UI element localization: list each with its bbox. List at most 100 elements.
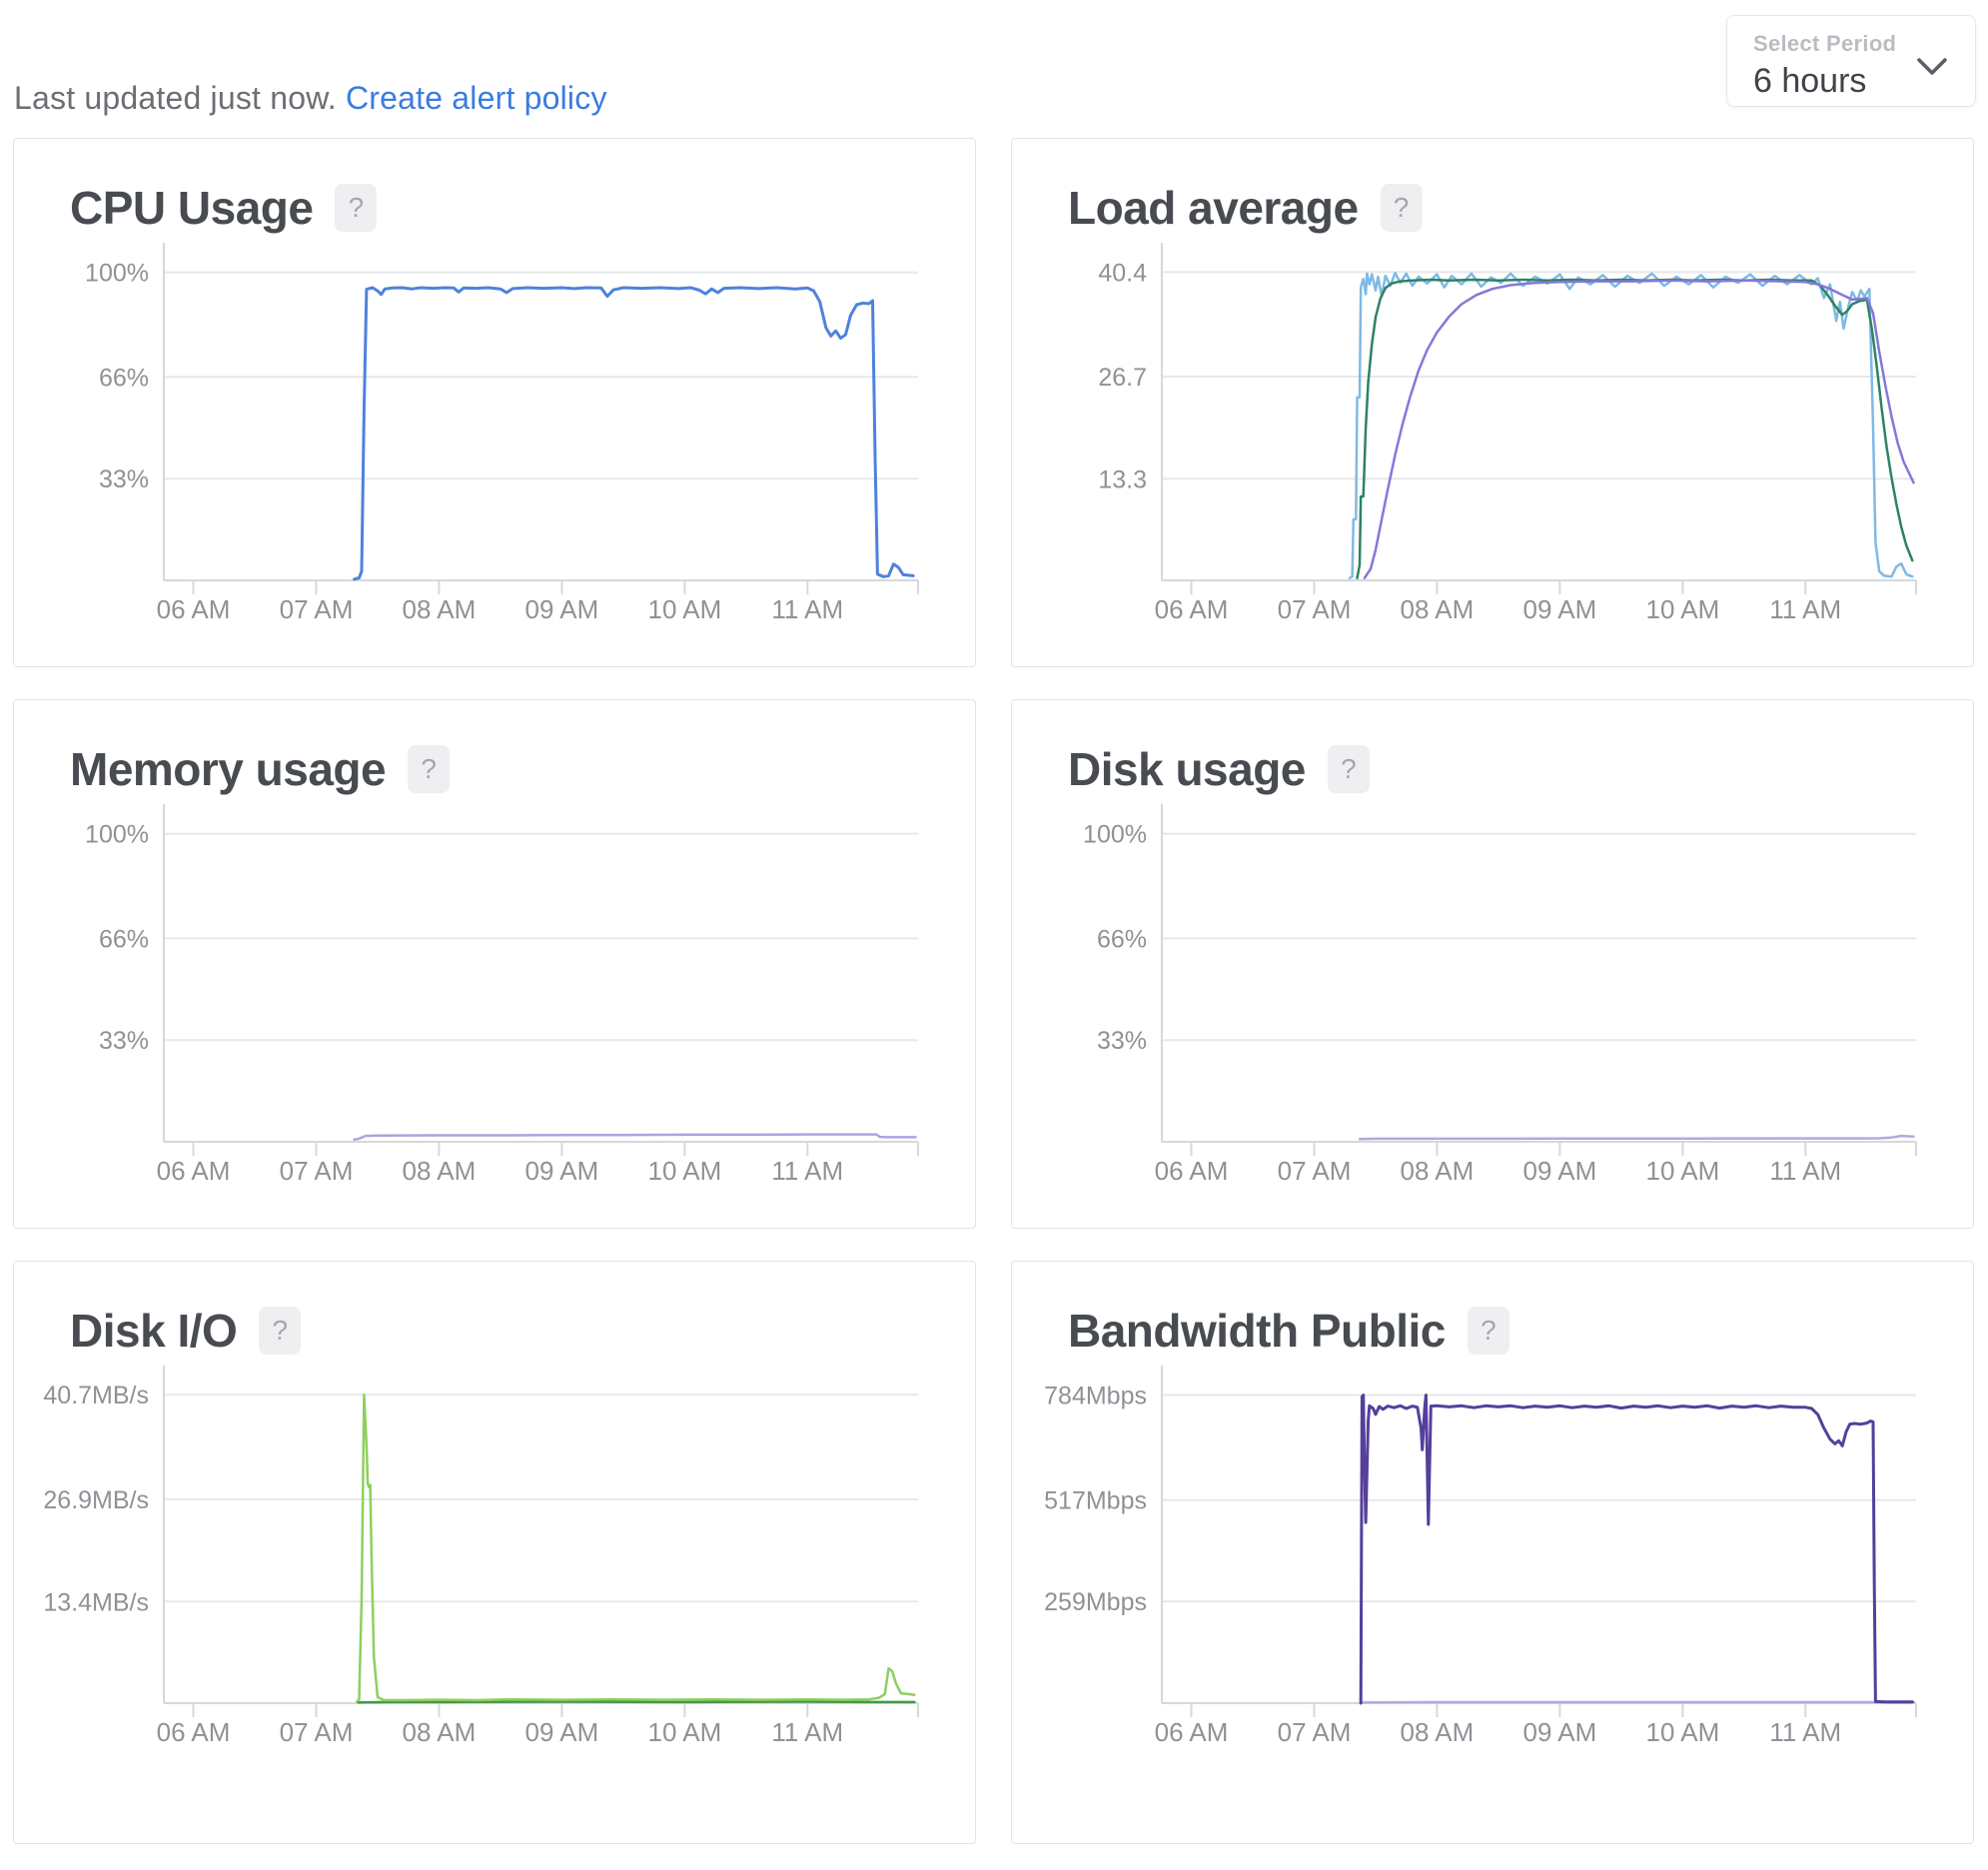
- bandwidth-public-panel: Bandwidth Public ? 784Mbps 517Mbps 259Mbps…: [1011, 1261, 1974, 1844]
- top-bar: Last updated just now. Create alert poli…: [0, 0, 1988, 138]
- load-average-title: Load average: [1068, 182, 1359, 234]
- disk-usage-chart: 100% 66% 33% 06 AM 07 AM 08 AM 09 AM 10 AM 11 AM: [1012, 792, 1973, 1197]
- bandwidth-public-title: Bandwidth Public: [1068, 1305, 1446, 1357]
- charts-grid: CPU Usage ? 100% 66% 33% 06 AM 07 AM 08 AM 09 …: [0, 138, 1988, 1844]
- svg-text:13.3: 13.3: [1098, 466, 1147, 493]
- svg-text:08 AM: 08 AM: [403, 1717, 477, 1747]
- load-5min-line: [1356, 278, 1914, 579]
- disk-percent-line: [1358, 1134, 1915, 1141]
- svg-text:13.4MB/s: 13.4MB/s: [43, 1588, 149, 1616]
- period-selector-value: 6 hours: [1753, 62, 1867, 100]
- svg-text:26.9MB/s: 26.9MB/s: [43, 1486, 149, 1514]
- period-selector[interactable]: Select Period 6 hours: [1726, 15, 1976, 107]
- svg-text:06 AM: 06 AM: [157, 1717, 231, 1747]
- last-updated-label: Last updated just now.: [14, 80, 337, 116]
- svg-text:11 AM: 11 AM: [771, 1717, 843, 1747]
- svg-text:10 AM: 10 AM: [1646, 1156, 1720, 1186]
- svg-text:66%: 66%: [99, 364, 149, 392]
- svg-text:07 AM: 07 AM: [1278, 594, 1352, 624]
- svg-text:11 AM: 11 AM: [1769, 1717, 1841, 1747]
- disk-write-line: [355, 1393, 916, 1703]
- help-icon[interactable]: ?: [1380, 184, 1423, 232]
- bandwidth-public-chart: 784Mbps 517Mbps 259Mbps 06 AM 07 AM 08 AM 09 A…: [1012, 1354, 1973, 1758]
- svg-text:08 AM: 08 AM: [1401, 1156, 1475, 1186]
- create-alert-policy-link[interactable]: Create alert policy: [345, 80, 607, 116]
- svg-text:09 AM: 09 AM: [1523, 594, 1597, 624]
- memory-usage-title: Memory usage: [70, 743, 387, 795]
- bandwidth-outbound-line: [1359, 1394, 1914, 1705]
- memory-usage-chart: 100% 66% 33% 06 AM 07 AM 08 AM 09 AM 10 AM 11 AM: [14, 792, 975, 1197]
- svg-text:517Mbps: 517Mbps: [1044, 1487, 1147, 1515]
- cpu-usage-plot: 100% 66% 33% 06 AM 07 AM 08 AM 09 AM 10 AM 11 AM: [85, 243, 919, 624]
- svg-text:09 AM: 09 AM: [525, 594, 599, 624]
- svg-text:09 AM: 09 AM: [1523, 1717, 1597, 1747]
- cpu-usage-chart: 100% 66% 33% 06 AM 07 AM 08 AM 09 AM 10 AM 11 AM: [14, 231, 975, 635]
- svg-text:11 AM: 11 AM: [1769, 1156, 1841, 1186]
- cpu-usage-panel: CPU Usage ? 100% 66% 33% 06 AM 07 AM 08 AM 09 …: [13, 138, 976, 667]
- disk-usage-panel: Disk usage ? 100% 66% 33% 06 AM 07 AM 08 AM 09…: [1011, 699, 1974, 1229]
- svg-text:26.7: 26.7: [1098, 364, 1147, 392]
- svg-text:07 AM: 07 AM: [280, 1717, 354, 1747]
- svg-text:08 AM: 08 AM: [403, 1156, 477, 1186]
- help-icon[interactable]: ?: [408, 745, 451, 793]
- svg-text:10 AM: 10 AM: [648, 1156, 722, 1186]
- help-icon[interactable]: ?: [1467, 1307, 1509, 1355]
- cpu-usage-title: CPU Usage: [70, 182, 314, 234]
- svg-text:07 AM: 07 AM: [280, 594, 354, 624]
- svg-text:784Mbps: 784Mbps: [1044, 1383, 1147, 1410]
- memory-usage-plot: 100% 66% 33% 06 AM 07 AM 08 AM 09 AM 10 AM 11 AM: [85, 804, 919, 1186]
- svg-text:66%: 66%: [99, 925, 149, 953]
- svg-text:06 AM: 06 AM: [157, 1156, 231, 1186]
- svg-text:09 AM: 09 AM: [1523, 1156, 1597, 1186]
- svg-text:06 AM: 06 AM: [1155, 1156, 1229, 1186]
- disk-io-chart: 40.7MB/s 26.9MB/s 13.4MB/s 06 AM 07 AM 08 AM 0…: [14, 1354, 975, 1758]
- svg-text:07 AM: 07 AM: [280, 1156, 354, 1186]
- svg-text:06 AM: 06 AM: [157, 594, 231, 624]
- svg-text:10 AM: 10 AM: [648, 594, 722, 624]
- svg-text:33%: 33%: [99, 1027, 149, 1055]
- svg-text:11 AM: 11 AM: [1769, 594, 1841, 624]
- svg-text:07 AM: 07 AM: [1278, 1717, 1352, 1747]
- svg-text:100%: 100%: [85, 821, 149, 849]
- svg-text:10 AM: 10 AM: [648, 1717, 722, 1747]
- svg-text:08 AM: 08 AM: [1401, 1717, 1475, 1747]
- load-1min-line: [1348, 271, 1914, 579]
- svg-text:11 AM: 11 AM: [771, 1156, 843, 1186]
- svg-text:100%: 100%: [85, 260, 149, 288]
- svg-text:08 AM: 08 AM: [403, 594, 477, 624]
- load-average-panel: Load average ? 40.4 26.7 13.3 06 AM 07 AM 08 …: [1011, 138, 1974, 667]
- disk-usage-plot: 100% 66% 33% 06 AM 07 AM 08 AM 09 AM 10 AM 11 AM: [1083, 804, 1917, 1186]
- chevron-down-icon: [1917, 58, 1947, 75]
- svg-text:11 AM: 11 AM: [771, 594, 843, 624]
- disk-read-line: [357, 1700, 916, 1704]
- help-icon[interactable]: ?: [335, 184, 378, 232]
- load-15min-line: [1363, 279, 1915, 579]
- disk-io-plot: 40.7MB/s 26.9MB/s 13.4MB/s 06 AM 07 AM 08 AM 0…: [43, 1366, 919, 1747]
- disk-usage-title: Disk usage: [1068, 743, 1306, 795]
- svg-text:100%: 100%: [1083, 821, 1147, 849]
- load-average-plot: 40.4 26.7 13.3 06 AM 07 AM 08 AM 09 AM 10 AM 11 …: [1098, 243, 1917, 624]
- svg-text:07 AM: 07 AM: [1278, 1156, 1352, 1186]
- load-average-chart: 40.4 26.7 13.3 06 AM 07 AM 08 AM 09 AM 10 AM 11 …: [1012, 231, 1973, 635]
- svg-text:10 AM: 10 AM: [1646, 594, 1720, 624]
- svg-text:40.7MB/s: 40.7MB/s: [43, 1382, 149, 1409]
- disk-io-title: Disk I/O: [70, 1305, 238, 1357]
- svg-text:10 AM: 10 AM: [1646, 1717, 1720, 1747]
- svg-text:06 AM: 06 AM: [1155, 594, 1229, 624]
- svg-text:259Mbps: 259Mbps: [1044, 1588, 1147, 1616]
- svg-text:66%: 66%: [1097, 925, 1147, 953]
- svg-text:06 AM: 06 AM: [1155, 1717, 1229, 1747]
- bandwidth-public-plot: 784Mbps 517Mbps 259Mbps 06 AM 07 AM 08 AM 09 A…: [1044, 1366, 1917, 1747]
- svg-text:40.4: 40.4: [1098, 259, 1147, 287]
- help-icon[interactable]: ?: [1327, 745, 1370, 793]
- svg-text:33%: 33%: [1097, 1027, 1147, 1055]
- memory-usage-panel: Memory usage ? 100% 66% 33% 06 AM 07 AM 08 AM…: [13, 699, 976, 1229]
- cpu-percent-line: [353, 286, 915, 581]
- last-updated-text: Last updated just now. Create alert poli…: [14, 80, 607, 117]
- svg-text:33%: 33%: [99, 466, 149, 493]
- svg-text:09 AM: 09 AM: [525, 1156, 599, 1186]
- period-selector-label: Select Period: [1753, 31, 1897, 56]
- disk-io-panel: Disk I/O ? 40.7MB/s 26.9MB/s 13.4MB/s 06 AM…: [13, 1261, 976, 1844]
- help-icon[interactable]: ?: [259, 1307, 302, 1355]
- svg-text:09 AM: 09 AM: [525, 1717, 599, 1747]
